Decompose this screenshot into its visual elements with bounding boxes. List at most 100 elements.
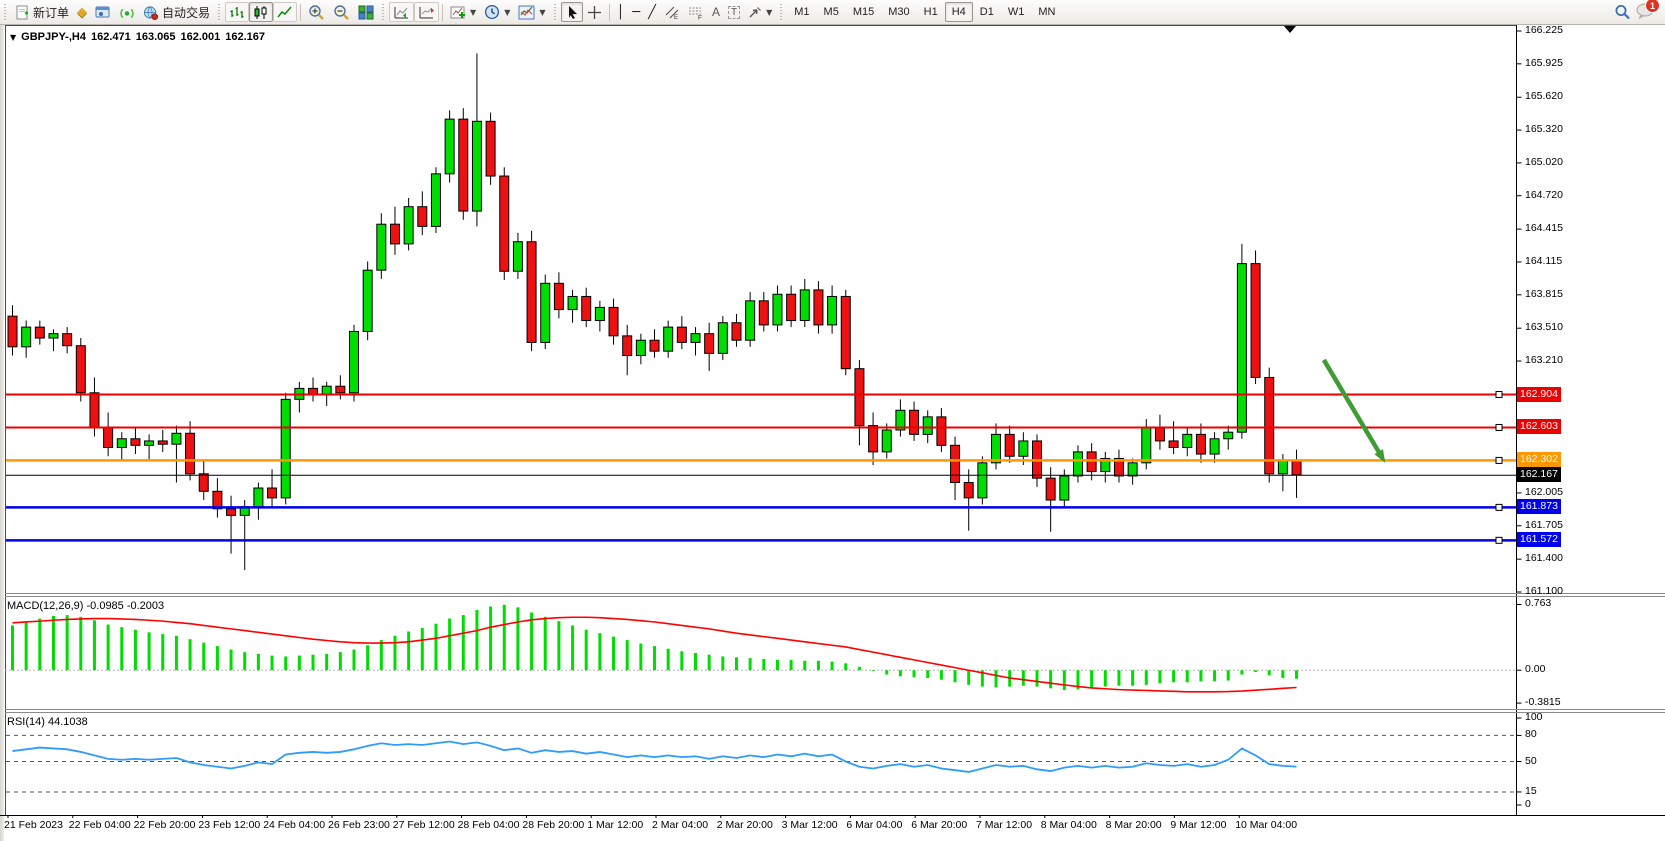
candle-up xyxy=(540,282,551,343)
price-axis-tick: 165.020 xyxy=(1525,155,1563,168)
periods-button[interactable]: ▼ xyxy=(480,2,514,22)
line-handle[interactable] xyxy=(1495,503,1503,511)
macd-axis-tick: 0.00 xyxy=(1525,663,1546,676)
signal-button[interactable] xyxy=(115,2,139,22)
candle-down xyxy=(758,300,769,326)
timeframe-m1-button[interactable]: M1 xyxy=(787,2,816,22)
zoom-in-button[interactable] xyxy=(304,2,329,22)
toolbar-grip[interactable] xyxy=(778,4,786,20)
horizontal-line-button[interactable]: ─ xyxy=(628,2,644,22)
candle-up xyxy=(512,241,523,272)
timeframe-d1-button[interactable]: D1 xyxy=(973,2,1001,22)
macd-values: -0.0985 -0.2003 xyxy=(86,600,165,612)
annotation-arrow[interactable] xyxy=(1321,358,1383,457)
candle-down xyxy=(840,295,851,370)
new-order-button[interactable]: 新订单 xyxy=(11,2,73,22)
arrows-button[interactable]: ▼ xyxy=(744,2,776,22)
timeframe-m15-button[interactable]: M15 xyxy=(846,2,881,22)
rsi-label: RSI(14) 44.1038 xyxy=(7,716,88,728)
candle-down xyxy=(1004,433,1015,457)
timeframe-mn-button[interactable]: MN xyxy=(1031,2,1062,22)
rsi-axis-tick: 15 xyxy=(1525,784,1537,797)
notification-badge: 1 xyxy=(1645,0,1660,13)
chart-candles-icon xyxy=(254,5,267,19)
market-watch-button[interactable]: ◆ xyxy=(73,2,91,22)
line-handle[interactable] xyxy=(1495,391,1503,399)
tile-windows-button[interactable] xyxy=(354,2,378,22)
timeframe-m30-button[interactable]: M30 xyxy=(881,2,916,22)
trendline-button[interactable]: ╱ xyxy=(644,2,660,22)
candle-down xyxy=(963,482,974,499)
chart-candles-button[interactable] xyxy=(249,2,274,22)
data-window-button[interactable] xyxy=(91,2,115,22)
timeframe-w1-button[interactable]: W1 xyxy=(1001,2,1032,22)
indicators-button[interactable]: ▼ xyxy=(446,2,480,22)
crosshair-button[interactable] xyxy=(583,2,606,22)
timeframe-m5-button[interactable]: M5 xyxy=(817,2,846,22)
candle-down xyxy=(936,416,947,446)
time-axis-label: 22 Feb 04:00 xyxy=(68,819,131,831)
macd-name: MACD(12,26,9) xyxy=(7,600,84,612)
candle-down xyxy=(526,241,537,343)
candle-down xyxy=(704,333,715,354)
candle-down xyxy=(813,289,824,326)
auto-scroll-button[interactable] xyxy=(389,2,415,22)
auto-trading-button[interactable]: 自动交易 xyxy=(139,2,214,22)
chart-window[interactable]: ▼ GBPJPY-,H4 162.471 163.065 162.001 162… xyxy=(0,24,1665,841)
chart-line-button[interactable] xyxy=(273,2,298,22)
toolbar-grip[interactable] xyxy=(2,4,9,20)
candle-up xyxy=(895,409,906,431)
timeframe-h1-button[interactable]: H1 xyxy=(917,2,945,22)
search-button[interactable] xyxy=(1610,2,1635,22)
data-window-icon xyxy=(95,6,110,17)
price-axis-tick: 163.510 xyxy=(1525,321,1563,334)
chart-low-value: 162.001 xyxy=(180,31,221,43)
candle-up xyxy=(717,322,728,354)
templates-button[interactable]: ▼ xyxy=(514,2,549,22)
chart-plot[interactable] xyxy=(0,25,1665,841)
notifications-button[interactable]: 1 xyxy=(1635,0,1660,22)
vertical-line-button[interactable]: │ xyxy=(613,2,629,22)
line-handle[interactable] xyxy=(1495,456,1503,464)
fibonacci-icon: F xyxy=(688,7,702,20)
text-label-button[interactable]: T xyxy=(724,2,744,22)
time-axis-label: 7 Mar 12:00 xyxy=(976,819,1033,831)
time-axis-label: 8 Mar 04:00 xyxy=(1040,819,1097,831)
time-axis-label: 10 Mar 04:00 xyxy=(1235,819,1298,831)
time-axis-label: 3 Mar 12:00 xyxy=(781,819,838,831)
toolbar-grip[interactable] xyxy=(216,4,224,20)
chart-symbol-period: GBPJPY-,H4 xyxy=(21,31,86,43)
chart-menu-triangle-icon[interactable]: ▼ xyxy=(10,32,17,42)
price-axis-tick: 161.100 xyxy=(1525,585,1563,597)
chart-shift-button[interactable] xyxy=(414,2,440,22)
channel-button[interactable]: E xyxy=(660,2,684,22)
text-label-icon: T xyxy=(728,5,741,19)
candle-up xyxy=(635,339,646,357)
zoom-out-button[interactable] xyxy=(329,2,354,22)
candle-down xyxy=(1086,451,1097,473)
candle-up xyxy=(881,429,892,453)
time-axis-label: 28 Feb 04:00 xyxy=(457,819,520,831)
candle-down xyxy=(212,490,223,510)
fibonacci-button[interactable]: F xyxy=(684,2,708,22)
line-handle[interactable] xyxy=(1495,423,1503,431)
candle-up xyxy=(1209,438,1220,455)
zoom-in-icon xyxy=(309,5,324,20)
toolbar-grip[interactable] xyxy=(380,4,388,20)
candle-up xyxy=(799,289,810,322)
cursor-button[interactable] xyxy=(560,2,583,22)
arrows-icon xyxy=(749,7,762,18)
chart-shift-marker[interactable] xyxy=(1284,26,1296,33)
candle-up xyxy=(253,487,264,508)
candle-up xyxy=(922,416,933,435)
price-axis-tick: 164.720 xyxy=(1525,188,1563,201)
line-handle[interactable] xyxy=(1495,536,1503,544)
chart-bars-button[interactable] xyxy=(225,2,250,22)
signal-icon xyxy=(120,8,134,18)
toolbar-grip[interactable] xyxy=(551,4,559,20)
timeframe-h4-button[interactable]: H4 xyxy=(944,2,973,22)
text-button[interactable]: A xyxy=(708,2,724,22)
price-axis-tick: 164.415 xyxy=(1525,222,1563,235)
rsi-line xyxy=(12,740,1297,773)
rsi-value: 44.1038 xyxy=(47,716,88,728)
